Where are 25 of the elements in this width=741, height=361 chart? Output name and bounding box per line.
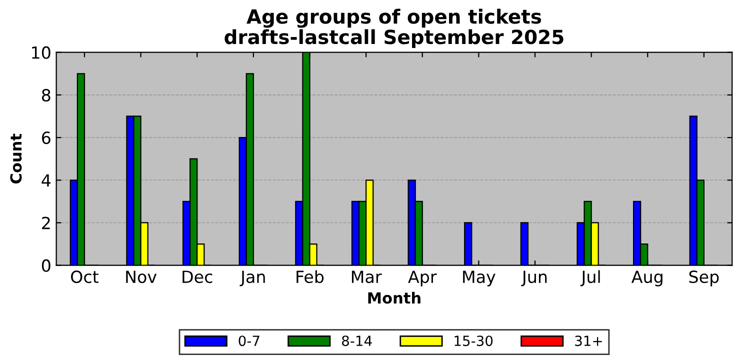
- x-tick-label: Nov: [126, 270, 157, 284]
- x-tick-label: Jul: [580, 270, 600, 286]
- x-tick-label: Mar: [352, 270, 382, 284]
- legend-label: 0-7: [238, 336, 260, 346]
- y-tick-label: 2: [42, 216, 50, 230]
- y-tick-label: 8: [42, 88, 50, 102]
- legend-label: 8-14: [342, 336, 372, 346]
- y-axis-title: Count: [10, 134, 22, 184]
- x-tick-label: Oct: [71, 270, 98, 284]
- x-tick-label: Aug: [631, 270, 662, 286]
- y-tick-label: 10: [32, 46, 50, 59]
- chart-title: Age groups of open tickets drafts-lastcall September 2025: [224, 8, 564, 48]
- y-tick-label: 4: [42, 174, 51, 186]
- y-tick-label: 0: [42, 259, 50, 272]
- x-axis-title: Month: [368, 292, 420, 304]
- x-tick-label: Apr: [408, 270, 437, 286]
- x-tick-label: May: [463, 270, 496, 286]
- y-tick-label: 6: [42, 132, 50, 144]
- legend-label: 31+: [575, 336, 602, 346]
- x-tick-label: Jan: [240, 270, 265, 286]
- x-tick-label: Jun: [521, 270, 547, 286]
- x-tick-label: Dec: [182, 270, 212, 284]
- x-tick-label: Feb: [296, 270, 324, 284]
- x-tick-label: Sep: [689, 270, 719, 286]
- legend-label: 15-30: [454, 336, 493, 346]
